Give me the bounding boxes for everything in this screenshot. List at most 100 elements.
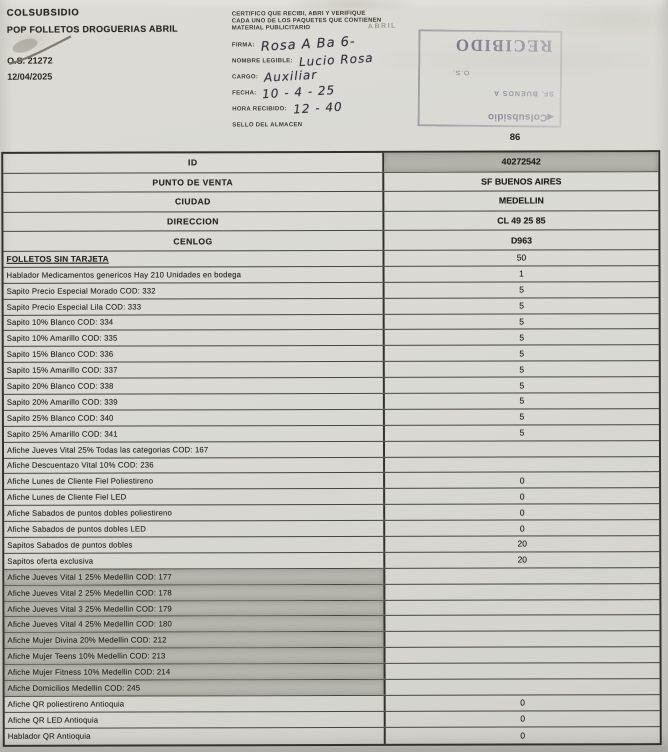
received-stamp: ◀Colsubsidio SF. BUENOS A O.S. RECIBIDO <box>417 29 563 128</box>
field-label: NOMBRE LEGIBLE: <box>231 58 293 65</box>
row-label: PUNTO DE VENTA <box>3 172 385 193</box>
row-label: Sapito 25% Blanco COD: 340 <box>3 409 385 426</box>
stamp-received-text: RECIBIDO <box>454 35 553 56</box>
table-row: Sapito 10% Amarillo COD: 335 5 <box>3 329 659 348</box>
table-row: ID 40272542 <box>3 152 659 174</box>
row-label: Sapito 15% Amarillo COD: 337 <box>3 362 385 378</box>
table-row: Afiche Mujer Divina 20% Medellin COD: 21… <box>4 631 660 650</box>
row-value: 5 <box>519 316 525 327</box>
faint-ink-transfer-mark: ABRIL <box>367 22 398 31</box>
row-label: Afiche Jueves Vital 25% Todas las catego… <box>3 441 386 458</box>
row-label: Sapito Precio Especial Morado COD: 332 <box>3 282 385 299</box>
row-value: 0 <box>519 475 525 486</box>
row-value: 1 <box>519 268 524 279</box>
page-number: 86 <box>509 132 521 143</box>
row-value <box>385 616 659 632</box>
row-label: Afiche Sabados de puntos dobles poliesti… <box>4 505 386 521</box>
row-label: Afiche Jueves Vital 1 25% Medellin COD: … <box>4 568 386 585</box>
table-row: Afiche Jueves Vital 25% Todas las catego… <box>3 440 660 459</box>
row-value <box>385 457 659 473</box>
company-name: COLSUBSIDIO <box>6 7 80 19</box>
row-label: CENLOG <box>3 231 385 251</box>
row-label: Afiche Mujer Fitness 10% Medellin COD: 2… <box>4 663 386 680</box>
table-row: Afiche Lunes de Cliente Fiel Poliestiren… <box>4 472 660 491</box>
row-label: Afiche Domicilios Medellin COD: 245 <box>4 679 386 696</box>
table-row: PUNTO DE VENTA SF BUENOS AIRES <box>3 171 659 194</box>
row-value <box>385 600 659 616</box>
row-label: Sapitos oferta exclusiva <box>4 552 386 569</box>
row-label: Afiche Mujer Teens 10% Medellin COD: 213 <box>4 648 386 664</box>
row-label: Afiche Jueves Vital 3 25% Medellin COD: … <box>4 600 386 617</box>
row-value: 0 <box>520 730 526 741</box>
handwritten-value: 12 - 40 <box>292 99 343 117</box>
table-row: Sapito 15% Blanco COD: 336 5 <box>3 345 659 364</box>
row-value: 0 <box>520 697 526 708</box>
row-label: Hablador Medicamentos genericos Hay 210 … <box>3 266 385 283</box>
row-label: Sapito Precio Especial Lila COD: 333 <box>3 298 385 315</box>
table-row: CIUDAD MEDELLIN <box>3 191 659 213</box>
row-value: 0 <box>520 713 526 724</box>
row-label: Afiche QR poliestireno Antioquia <box>4 695 386 712</box>
receipt-field-row: NOMBRE LEGIBLE: Lucio Rosa <box>231 50 432 70</box>
table-row: Sapito 25% Amarillo COD: 341 5 <box>3 424 659 443</box>
table-row: Sapito 25% Blanco COD: 340 5 <box>3 409 659 427</box>
table-row: Afiche Descuentazo Vital 10% COD: 236 <box>4 456 660 475</box>
delivery-table: ID 40272542 PUNTO DE VENTA SF BUENOS AIRES C… <box>1 150 662 747</box>
row-value <box>385 631 659 647</box>
table-row: FOLLETOS SIN TARJETA 50 <box>3 250 659 268</box>
row-label: Sapito 20% Blanco COD: 338 <box>3 377 385 394</box>
row-value: 0 <box>519 491 525 502</box>
receipt-field-row: CARGO: Auxiliar <box>232 68 432 85</box>
row-label: Sapito 20% Amarillo COD: 339 <box>3 393 385 410</box>
table-row: Afiche Jueves Vital 4 25% Medellin COD: … <box>4 615 660 634</box>
row-label: Afiche Sabados de puntos dobles LED <box>4 520 386 537</box>
row-value: 20 <box>517 538 527 549</box>
row-label: Afiche Descuentazo Vital 10% COD: 236 <box>4 457 386 474</box>
row-value: 5 <box>519 411 525 422</box>
table-row: Hablador Medicamentos genericos Hay 210 … <box>3 266 659 284</box>
row-value: 5 <box>519 300 524 311</box>
row-label: Afiche Jueves Vital 2 25% Medellin COD: … <box>4 584 386 601</box>
row-value: 0 <box>519 523 525 534</box>
row-value <box>385 568 659 584</box>
table-row: Sapito 15% Amarillo COD: 337 5 <box>3 361 659 379</box>
row-value: MEDELLIN <box>498 195 544 207</box>
row-value: 5 <box>519 427 525 438</box>
row-label: FOLLETOS SIN TARJETA <box>3 250 385 267</box>
receipt-fields: FIRMA: Rosa A Ba 6- NOMBRE LEGIBLE: Lucio R… <box>231 34 432 132</box>
row-label: Afiche Mujer Divina 20% Medellin COD: 21… <box>4 632 386 649</box>
row-value: 5 <box>519 332 525 343</box>
stamp-location: SF. BUENOS A <box>493 89 554 98</box>
pen-scribble-mark <box>8 35 72 65</box>
row-value: SF BUENOS AIRES <box>481 176 562 187</box>
receipt-field-row: HORA RECIBIDO: 12 - 40 <box>232 99 432 117</box>
row-label: CIUDAD <box>3 192 385 212</box>
row-value <box>385 584 659 600</box>
row-label: Sapito 15% Blanco COD: 336 <box>3 346 385 363</box>
table-row: Sapitos oferta exclusiva 20 <box>4 552 660 570</box>
document-date: 12/04/2025 <box>7 71 53 82</box>
table-row: Afiche QR poliestireno Antioquia 0 <box>4 695 660 713</box>
field-label: HORA RECIBIDO: <box>232 106 287 113</box>
row-label: Afiche Lunes de Cliente Fiel LED <box>4 489 386 506</box>
field-label: FIRMA: <box>231 42 255 49</box>
handwritten-value: Lucio Rosa <box>298 50 374 70</box>
row-label: ID <box>3 152 385 173</box>
colsubsidio-logo-icon: ◀ <box>547 112 554 122</box>
row-value: 5 <box>519 284 524 295</box>
row-value <box>386 679 660 695</box>
field-label: CARGO: <box>232 74 259 81</box>
table-row: Afiche Lunes de Cliente Fiel LED 0 <box>4 488 660 507</box>
table-row: Afiche Sabados de puntos dobles poliesti… <box>4 504 660 522</box>
header-center: CERTIFICO QUE RECIBI, ABRI Y VERIFIQUE C… <box>232 10 433 133</box>
table-row: Afiche Mujer Teens 10% Medellin COD: 213 <box>4 647 660 665</box>
handwritten-value: 10 - 4 - 25 <box>262 83 337 102</box>
receipt-field-row: FECHA: 10 - 4 - 25 <box>232 83 432 102</box>
row-label: Sapito 10% Blanco COD: 334 <box>3 314 385 331</box>
row-value: 50 <box>516 252 527 263</box>
table-row: Hablador QR Antioquia 0 <box>4 727 660 745</box>
table-row: Afiche Domicilios Medellin COD: 245 <box>4 679 660 697</box>
row-label: Afiche Lunes de Cliente Fiel Poliestiren… <box>4 473 386 490</box>
row-value: 5 <box>519 348 525 359</box>
